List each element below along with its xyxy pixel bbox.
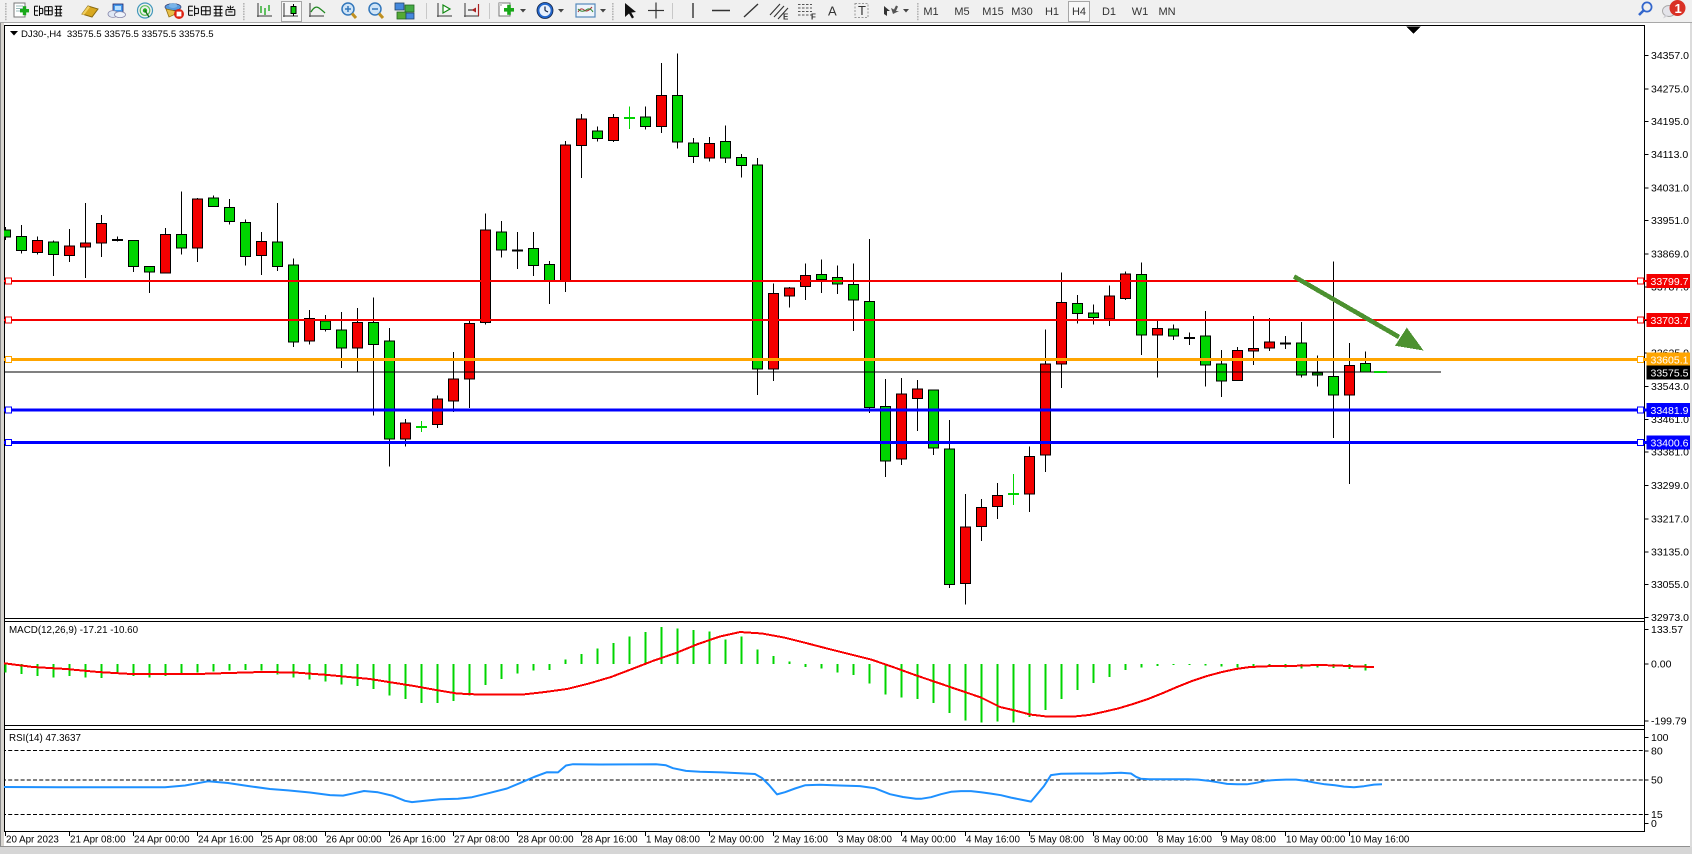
svg-text:3 May 08:00: 3 May 08:00 [838, 835, 892, 846]
svg-text:33869.0: 33869.0 [1651, 248, 1689, 260]
svg-text:H4: H4 [1072, 6, 1086, 18]
svg-text:20 Apr 2023: 20 Apr 2023 [6, 835, 59, 846]
svg-text:34275.0: 34275.0 [1651, 83, 1689, 95]
svg-text:D1: D1 [1102, 6, 1116, 18]
svg-text:-199.79: -199.79 [1651, 716, 1687, 728]
svg-text:10 May 16:00: 10 May 16:00 [1350, 835, 1410, 846]
svg-text:33543.0: 33543.0 [1651, 381, 1689, 393]
svg-text:2 May 16:00: 2 May 16:00 [774, 835, 828, 846]
svg-text:28 Apr 16:00: 28 Apr 16:00 [582, 835, 638, 846]
svg-text:33135.0: 33135.0 [1651, 547, 1689, 559]
svg-text:28 Apr 00:00: 28 Apr 00:00 [518, 835, 574, 846]
svg-text:0: 0 [1651, 818, 1657, 830]
svg-text:27 Apr 08:00: 27 Apr 08:00 [454, 835, 510, 846]
svg-text:F: F [811, 13, 816, 22]
svg-text:M15: M15 [982, 6, 1003, 18]
svg-text:33400.6: 33400.6 [1651, 438, 1689, 450]
svg-text:H1: H1 [1045, 6, 1059, 18]
svg-text:W1: W1 [1132, 6, 1149, 18]
svg-text:25 Apr 08:00: 25 Apr 08:00 [262, 835, 318, 846]
svg-text:33575.5: 33575.5 [1651, 368, 1689, 380]
svg-text:M30: M30 [1011, 6, 1032, 18]
svg-text:33055.0: 33055.0 [1651, 579, 1689, 591]
svg-text:34031.0: 34031.0 [1651, 183, 1689, 195]
svg-text:4 May 00:00: 4 May 00:00 [902, 835, 956, 846]
svg-text:80: 80 [1651, 746, 1663, 758]
svg-text:24 Apr 00:00: 24 Apr 00:00 [134, 835, 190, 846]
svg-text:100: 100 [1651, 732, 1669, 744]
svg-text:33703.7: 33703.7 [1651, 315, 1689, 327]
svg-text:DJ30-,H4 33575.5 33575.5 3357: DJ30-,H4 33575.5 33575.5 33575.5 33575.5 [21, 29, 214, 40]
svg-text:32973.0: 32973.0 [1651, 612, 1689, 624]
svg-text:133.57: 133.57 [1651, 624, 1683, 636]
svg-text:M5: M5 [954, 6, 969, 18]
svg-text:33799.7: 33799.7 [1651, 276, 1689, 288]
svg-text:1 May 08:00: 1 May 08:00 [646, 835, 700, 846]
svg-text:2 May 00:00: 2 May 00:00 [710, 835, 764, 846]
svg-text:33481.9: 33481.9 [1651, 405, 1689, 417]
svg-text:5 May 08:00: 5 May 08:00 [1030, 835, 1084, 846]
svg-text:26 Apr 16:00: 26 Apr 16:00 [390, 835, 446, 846]
svg-text:34113.0: 34113.0 [1651, 149, 1688, 161]
svg-text:A: A [828, 4, 837, 19]
svg-text:E: E [783, 13, 789, 22]
svg-text:34195.0: 34195.0 [1651, 116, 1689, 128]
svg-text:0.00: 0.00 [1651, 659, 1672, 671]
svg-text:34357.0: 34357.0 [1651, 50, 1689, 62]
svg-text:33299.0: 33299.0 [1651, 480, 1689, 492]
svg-text:MN: MN [1158, 6, 1175, 18]
svg-text:RSI(14) 47.3637: RSI(14) 47.3637 [9, 733, 81, 744]
svg-text:8 May 16:00: 8 May 16:00 [1158, 835, 1212, 846]
svg-text:9 May 08:00: 9 May 08:00 [1222, 835, 1276, 846]
svg-text:21 Apr 08:00: 21 Apr 08:00 [70, 835, 126, 846]
svg-text:33951.0: 33951.0 [1651, 215, 1689, 227]
svg-text:10 May 00:00: 10 May 00:00 [1286, 835, 1346, 846]
svg-text:MACD(12,26,9) -17.21 -10.60: MACD(12,26,9) -17.21 -10.60 [9, 625, 139, 636]
svg-text:24 Apr 16:00: 24 Apr 16:00 [198, 835, 254, 846]
svg-text:50: 50 [1651, 775, 1663, 787]
svg-text:33217.0: 33217.0 [1651, 513, 1689, 525]
svg-text:M1: M1 [923, 6, 938, 18]
svg-text:33605.1: 33605.1 [1651, 355, 1689, 367]
svg-text:1: 1 [1675, 1, 1682, 16]
svg-text:4 May 16:00: 4 May 16:00 [966, 835, 1020, 846]
svg-text:8 May 00:00: 8 May 00:00 [1094, 835, 1148, 846]
svg-text:T: T [858, 3, 866, 18]
svg-text:26 Apr 00:00: 26 Apr 00:00 [326, 835, 382, 846]
